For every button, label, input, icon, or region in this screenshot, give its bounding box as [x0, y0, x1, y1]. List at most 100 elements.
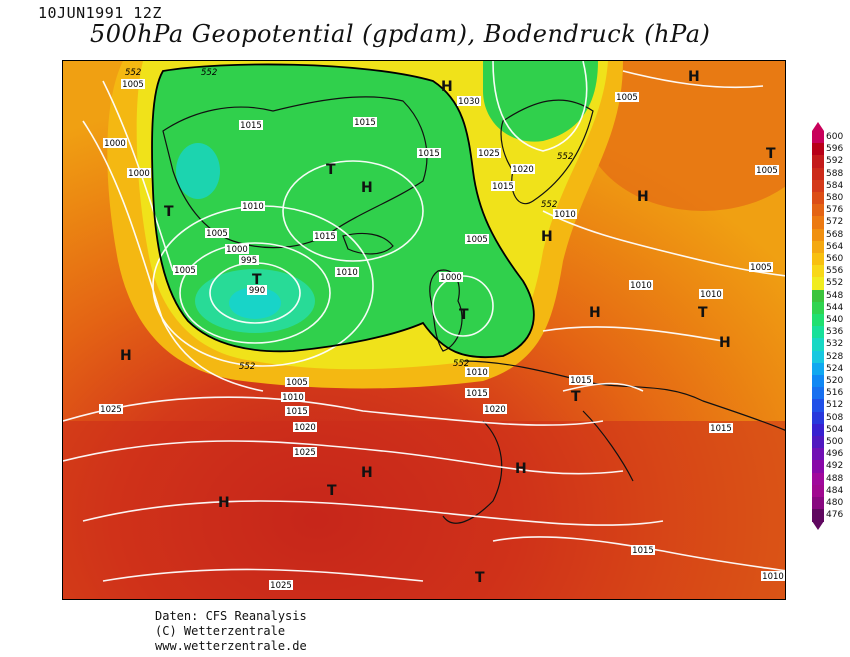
legend-entry: 508	[812, 411, 848, 425]
legend-label: 564	[826, 241, 844, 252]
svg-text:1010: 1010	[630, 281, 652, 291]
iberia-coast	[442, 420, 503, 524]
pressure-label: 1005	[615, 92, 639, 103]
legend-entry: 584	[812, 179, 848, 193]
cold-core-inner	[229, 287, 281, 319]
legend-label: 484	[826, 485, 844, 496]
svg-text:1010: 1010	[700, 290, 722, 300]
pressure-label: 1005	[285, 377, 309, 388]
pressure-center: H	[120, 348, 132, 364]
legend-swatch	[812, 155, 824, 169]
legend-entry: 512	[812, 399, 848, 413]
pressure-center: H	[637, 189, 649, 205]
svg-text:1000: 1000	[440, 273, 462, 283]
svg-text:1010: 1010	[554, 210, 576, 220]
legend-label: 592	[826, 156, 844, 167]
legend-swatch	[812, 326, 824, 339]
legend-swatch	[812, 375, 824, 388]
legend-entry: 492	[812, 460, 848, 474]
pressure-label: 1015	[313, 231, 337, 242]
svg-text:1005: 1005	[174, 266, 196, 276]
legend-entry: 524	[812, 362, 848, 376]
svg-text:990: 990	[249, 286, 265, 296]
legend-label: 540	[826, 315, 844, 325]
legend-entry: 568	[812, 228, 848, 242]
legend-swatch	[812, 472, 824, 486]
pressure-center: H	[719, 335, 731, 351]
legend-swatch	[812, 192, 824, 205]
coastlines	[162, 96, 785, 524]
geopotential-label: 552	[125, 68, 141, 78]
svg-text:1005: 1005	[750, 263, 772, 273]
pressure-label: 1020	[511, 164, 535, 175]
legend-entry: 548	[812, 289, 848, 303]
svg-text:1010: 1010	[282, 393, 304, 403]
legend-swatch	[812, 338, 824, 352]
weather-map: 1005 1000 1000 1005 1010 1015 1015 1015 …	[62, 60, 786, 600]
pressure-label: 1015	[709, 423, 733, 434]
pressure-label: 1015	[465, 388, 489, 399]
legend-entry: 484	[812, 484, 848, 498]
pressure-center: T	[475, 570, 485, 586]
legend-swatch	[812, 484, 824, 498]
legend-swatch	[812, 216, 824, 230]
legend-entry: 516	[812, 387, 848, 400]
legend-swatch	[812, 228, 824, 242]
legend-swatch	[812, 436, 824, 449]
pressure-center: T	[327, 483, 337, 499]
legend-swatch	[812, 240, 824, 254]
svg-text:1015: 1015	[632, 546, 654, 556]
legend-entry: 480	[812, 497, 848, 510]
legend-swatch	[812, 131, 824, 144]
legend-swatch	[812, 350, 824, 364]
svg-text:1005: 1005	[206, 229, 228, 239]
pressure-label: 1005	[749, 262, 773, 273]
svg-text:1005: 1005	[122, 80, 144, 90]
pressure-label: 1015	[353, 117, 377, 128]
svg-text:1015: 1015	[492, 182, 514, 192]
legend-label: 588	[826, 168, 844, 179]
pressure-center: H	[515, 461, 527, 477]
svg-text:1000: 1000	[104, 139, 126, 149]
svg-text:1015: 1015	[466, 389, 488, 399]
pressure-label: 1030	[457, 96, 481, 107]
pressure-label: 1005	[205, 228, 229, 239]
legend-swatch	[812, 301, 824, 315]
legend-entry: 540	[812, 314, 848, 327]
legend-label: 476	[826, 510, 844, 521]
pressure-label: 1010	[553, 209, 577, 220]
pressure-center: H	[441, 79, 453, 95]
legend-label: 552	[826, 278, 844, 289]
legend-entry: 496	[812, 448, 848, 461]
legend-swatch	[812, 497, 824, 510]
pressure-label: 1015	[569, 375, 593, 386]
svg-text:1020: 1020	[484, 405, 506, 415]
credits-website: www.wetterzentrale.de	[155, 639, 307, 653]
pressure-label: 1015	[491, 181, 515, 192]
pressure-center: T	[698, 305, 708, 321]
pressure-label: 1020	[293, 422, 317, 433]
svg-text:1005: 1005	[286, 378, 308, 388]
legend-swatch	[812, 448, 824, 461]
legend-swatch	[812, 460, 824, 474]
legend-bottom-arrow	[812, 521, 824, 531]
svg-text:1030: 1030	[458, 97, 480, 107]
legend-entry: 488	[812, 472, 848, 486]
svg-text:1025: 1025	[100, 405, 122, 415]
legend-label: 516	[826, 388, 844, 399]
pressure-label: 1010	[629, 280, 653, 291]
legend-label: 504	[826, 424, 844, 435]
legend-label: 572	[826, 217, 844, 228]
pressure-center: T	[326, 162, 336, 178]
pressure-label: 1000	[103, 138, 127, 149]
legend-entry: 528	[812, 350, 848, 364]
pressure-label: 1000	[225, 244, 249, 255]
legend-swatch	[812, 265, 824, 278]
legend-swatch	[812, 509, 824, 522]
isobars	[63, 61, 785, 582]
pressure-center: T	[459, 307, 469, 323]
legend-entry: 532	[812, 338, 848, 352]
legend-label: 556	[826, 266, 844, 277]
svg-text:1010: 1010	[466, 368, 488, 378]
pressure-label: 1010	[465, 367, 489, 378]
